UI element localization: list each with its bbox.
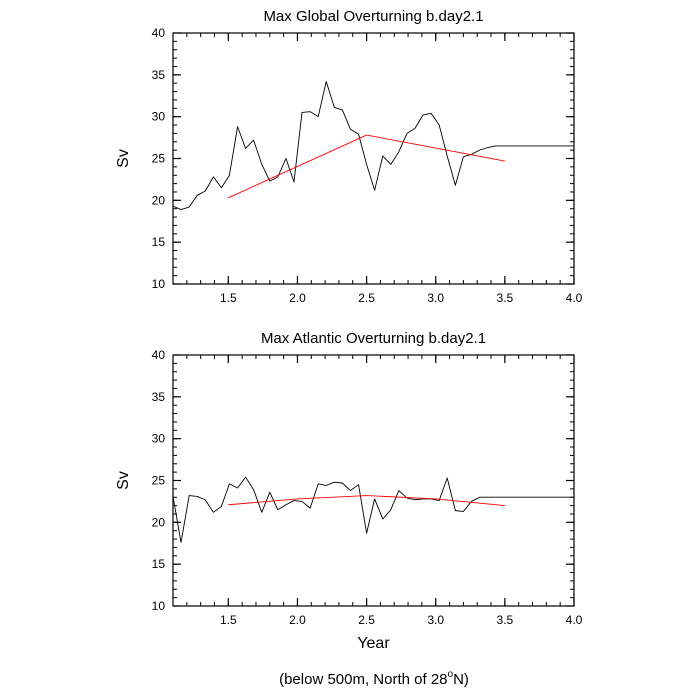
x-axis-label: Year	[357, 635, 390, 652]
chart-title: Max Global Overturning b.day2.1	[263, 8, 483, 25]
y-tick-label: 20	[152, 193, 166, 207]
x-tick-label: 3.5	[497, 613, 514, 627]
x-tick-label: 2.0	[289, 613, 306, 627]
x-tick-label: 1.5	[220, 613, 237, 627]
y-tick-label: 10	[152, 599, 166, 613]
global-overturning-panel: 1.5 2.0 2.5 3.0 3.5 4.0 10 15 20 25 30 35 40 Max Glob…	[115, 8, 583, 305]
chart-title: Max Atlantic Overturning b.day2.1	[261, 330, 486, 347]
trend-line	[228, 495, 505, 507]
y-tick-label: 10	[152, 277, 166, 291]
y-tick-label: 30	[152, 110, 166, 124]
footnote-suffix: N)	[453, 671, 469, 688]
plot-frame	[172, 354, 575, 607]
atlantic-overturning-panel: 1.5 2.0 2.5 3.0 3.5 4.0 10 15 20 25 30 35 40 Max Atla…	[115, 330, 583, 652]
plot-frame	[172, 32, 575, 285]
data-line	[172, 476, 574, 543]
y-tick-label: 25	[152, 152, 166, 166]
trend-line	[228, 134, 505, 199]
y-tick-label: 15	[152, 235, 166, 249]
y-tick-label: 30	[152, 432, 166, 446]
footnote: (below 500m, North of 28oN)	[279, 669, 469, 688]
x-tick-label: 3.0	[427, 291, 444, 305]
x-tick-label: 2.0	[289, 291, 306, 305]
x-tick-label: 2.5	[358, 291, 375, 305]
footnote-superscript: o	[448, 669, 454, 680]
y-axis-label: Sv	[115, 471, 132, 490]
x-tick-label: 4.0	[566, 291, 583, 305]
y-tick-label: 20	[152, 515, 166, 529]
y-tick-label: 40	[152, 26, 166, 40]
footnote-prefix: (below 500m, North of 28	[279, 671, 447, 688]
y-tick-label: 40	[152, 348, 166, 362]
y-tick-label: 35	[152, 390, 166, 404]
y-tick-label: 15	[152, 557, 166, 571]
x-tick-label: 1.5	[220, 291, 237, 305]
data-line	[172, 81, 574, 210]
y-axis-label: Sv	[115, 149, 132, 168]
x-tick-label: 4.0	[566, 613, 583, 627]
y-tick-label: 25	[152, 474, 166, 488]
x-tick-label: 3.0	[427, 613, 444, 627]
x-tick-label: 3.5	[497, 291, 514, 305]
x-tick-label: 2.5	[358, 613, 375, 627]
y-tick-label: 35	[152, 68, 166, 82]
